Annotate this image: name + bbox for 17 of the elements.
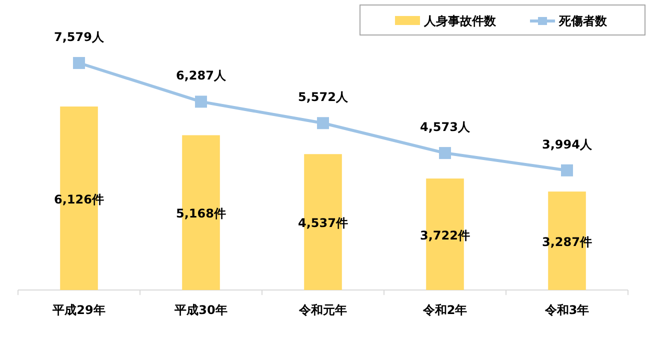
legend-label: 死傷者数: [558, 14, 608, 28]
x-tick-label: 令和3年: [544, 303, 590, 317]
data-label: 6,287人: [176, 68, 227, 83]
point: [73, 57, 85, 69]
x-tick-label: 平成29年: [52, 303, 106, 317]
legend-label: 人身事故件数: [423, 14, 497, 28]
data-label: 7,579人: [54, 30, 105, 44]
point: [317, 117, 329, 130]
data-label: 3,994人: [542, 137, 593, 152]
x-tick-label: 令和元年: [298, 303, 347, 317]
x-tick-label: 平成30年: [174, 303, 228, 317]
data-label: 4,573人: [420, 120, 471, 134]
point: [439, 147, 451, 160]
point: [561, 164, 573, 176]
point: [195, 96, 207, 108]
x-tick-label: 令和2年: [422, 303, 468, 317]
data-label: 5,572人: [298, 90, 349, 104]
